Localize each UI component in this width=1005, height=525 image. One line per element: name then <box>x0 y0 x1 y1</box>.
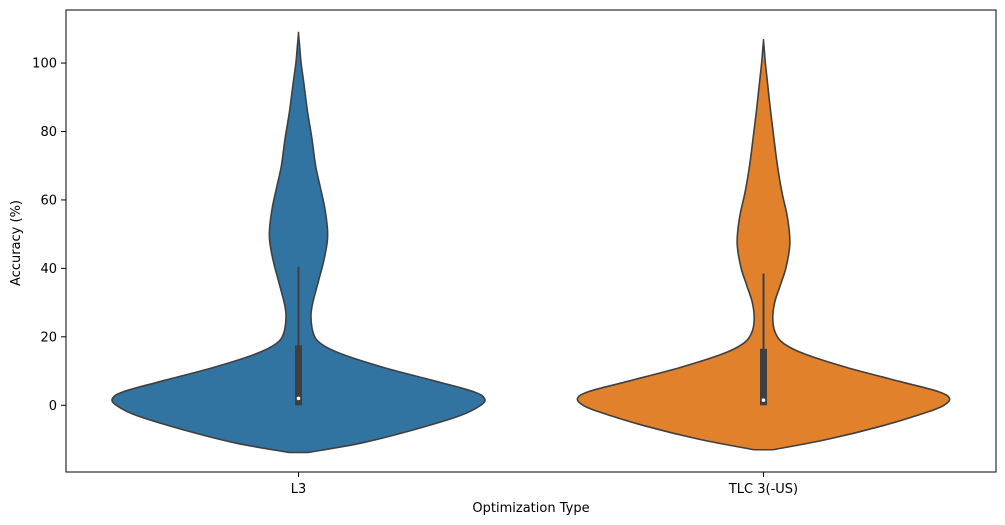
y-tick-label: 100 <box>32 57 57 72</box>
violin-iqr-box <box>295 345 302 406</box>
plot-frame <box>65 9 997 473</box>
x-tick-label: TLC 3(-US) <box>728 482 798 497</box>
y-tick-label: 60 <box>40 193 57 208</box>
violin-median-point <box>296 396 301 401</box>
y-tick-label: 80 <box>40 125 57 140</box>
y-tick-label: 40 <box>40 262 57 277</box>
violin-iqr-box <box>760 348 767 406</box>
y-tick-label: 0 <box>49 399 57 414</box>
violin-body <box>576 38 951 451</box>
x-axis: L3 TLC 3(-US) <box>291 472 798 497</box>
violin-median-point <box>761 398 766 402</box>
x-tick-label: L3 <box>291 482 307 497</box>
y-axis: 0 20 40 60 80 100 <box>32 57 66 414</box>
violin-body <box>111 31 486 454</box>
y-tick-label: 20 <box>40 330 57 345</box>
x-axis-label: Optimization Type <box>472 501 589 516</box>
violins-group <box>111 31 951 454</box>
y-axis-label: Accuracy (%) <box>9 200 24 286</box>
